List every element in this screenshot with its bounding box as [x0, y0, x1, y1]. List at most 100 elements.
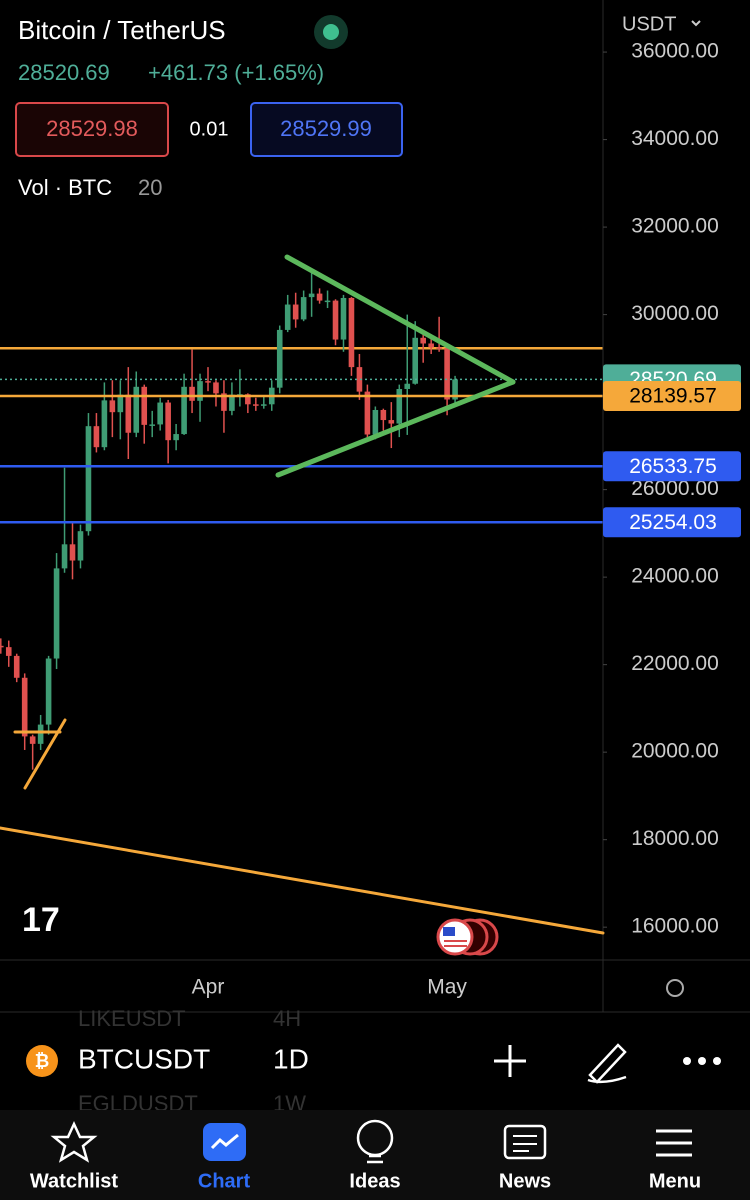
coin-icon	[26, 1045, 58, 1077]
sell-button[interactable]	[15, 102, 169, 157]
event-marker[interactable]	[436, 918, 474, 956]
candle-body	[101, 400, 108, 448]
price-badge-label: 26533.75	[629, 455, 717, 478]
candle-body	[245, 394, 251, 405]
candle-body	[388, 420, 395, 424]
candle-body	[45, 658, 52, 725]
tab-icon[interactable]	[503, 1124, 547, 1160]
candle-body	[117, 394, 124, 413]
tab-icon[interactable]	[210, 1133, 239, 1150]
candle-body	[260, 404, 267, 406]
candle-body	[308, 293, 315, 298]
price-badge	[603, 451, 741, 482]
candle-body	[213, 382, 219, 394]
y-tick-label: 30000.00	[631, 302, 719, 325]
candle-body	[412, 337, 419, 384]
candle-body	[93, 426, 100, 448]
price-change: +461.73 (+1.65%)	[148, 60, 324, 85]
volume-length: 20	[138, 175, 162, 200]
candle-body	[13, 655, 20, 678]
candle-body	[396, 388, 403, 424]
bid-price[interactable]: 28529.98	[46, 116, 138, 141]
draw-icon[interactable]	[587, 1043, 627, 1084]
settings-icon[interactable]	[666, 979, 684, 997]
toolbar-symbol[interactable]: BTCUSDT	[78, 1043, 210, 1074]
candle-body	[340, 297, 347, 340]
candle-body	[380, 409, 387, 421]
spread: 0.01	[190, 118, 229, 140]
candle-body	[61, 544, 68, 569]
candle-body	[444, 348, 450, 400]
candle-body	[452, 379, 458, 400]
y-tick-label: 26000.00	[631, 477, 719, 500]
faded-interval: 4H	[273, 1006, 301, 1031]
candle-body	[165, 402, 171, 441]
candle-body	[324, 300, 331, 303]
candle-body	[53, 568, 60, 659]
y-tick-label: 24000.00	[631, 565, 719, 588]
more-icon[interactable]	[683, 1057, 721, 1065]
candle-body	[300, 297, 307, 320]
coin-icon: ₿	[35, 1051, 50, 1071]
candle-body	[356, 367, 363, 392]
tab-icon[interactable]	[367, 1154, 383, 1164]
currency-selector[interactable]: USDT	[622, 13, 676, 35]
candle-body	[221, 393, 227, 411]
y-tick-label: 32000.00	[631, 215, 719, 238]
candle-body	[253, 404, 259, 406]
candle-body	[316, 293, 323, 301]
x-tick-label: Apr	[192, 976, 225, 999]
y-tick-label: 18000.00	[631, 827, 719, 850]
last-price: 28520.69	[18, 60, 110, 85]
drawings	[0, 254, 605, 935]
price-badge-label: 28139.57	[629, 385, 717, 408]
candle-body	[332, 300, 339, 340]
event-markers	[436, 918, 499, 956]
candle-body	[29, 736, 36, 744]
candle-body	[141, 386, 148, 425]
status-dot	[323, 24, 339, 40]
candle-body	[77, 531, 84, 561]
candle-body	[69, 544, 76, 561]
trend-line	[275, 379, 516, 478]
candle-body	[197, 381, 203, 401]
tab-label[interactable]: Chart	[198, 1170, 251, 1192]
candle-body	[21, 677, 28, 737]
flag	[443, 927, 455, 936]
tab-icon[interactable]	[50, 1121, 98, 1163]
candle-body	[133, 386, 140, 433]
price-badge-label: 25254.03	[629, 511, 717, 534]
candle-body	[5, 647, 12, 656]
candle-body	[173, 434, 179, 441]
tab-label[interactable]: Menu	[649, 1170, 701, 1192]
candle-body	[420, 337, 426, 344]
candle-body	[149, 424, 156, 426]
ask-price[interactable]: 28529.99	[280, 116, 372, 141]
candle-body	[284, 304, 291, 330]
logo: 17	[22, 901, 60, 939]
candle-body	[364, 391, 371, 435]
tabs: Watchlist Chart Ideas News Menu	[30, 1170, 701, 1192]
tab-label[interactable]: Ideas	[349, 1170, 400, 1192]
y-tick-label: 34000.00	[631, 127, 719, 150]
candle-body	[404, 383, 411, 389]
price-badge	[603, 507, 741, 538]
toolbar-interval[interactable]: 1D	[273, 1043, 309, 1074]
tab-icon[interactable]	[656, 1129, 692, 1157]
add-icon[interactable]	[494, 1045, 526, 1077]
candle-body	[37, 724, 44, 744]
tab-label[interactable]: News	[499, 1170, 551, 1192]
buy-button[interactable]	[250, 102, 403, 157]
tab-icon[interactable]	[513, 1135, 537, 1152]
candle-body	[348, 297, 355, 368]
candle-body	[109, 400, 116, 413]
y-tick-label: 22000.00	[631, 652, 719, 675]
candle-body	[0, 645, 4, 648]
tab-label[interactable]: Watchlist	[30, 1170, 118, 1192]
y-tick-label: 20000.00	[631, 740, 719, 763]
dropdown-caret[interactable]	[691, 20, 701, 27]
candle-body	[372, 409, 379, 435]
trend-line	[284, 254, 516, 385]
